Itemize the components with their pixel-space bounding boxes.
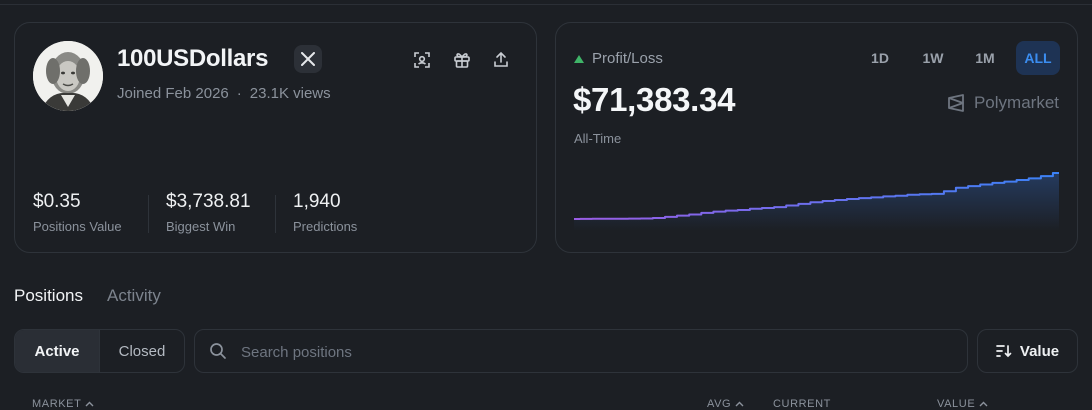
column-value-header[interactable]: VALUE (937, 398, 988, 410)
chevron-up-icon (979, 401, 988, 407)
stat-biggest-win: $3,738.81 Biggest Win (166, 191, 251, 234)
username: 100USDollars (117, 45, 268, 73)
pnl-label: Profit/Loss (592, 50, 663, 67)
stat-value: $0.35 (33, 191, 122, 213)
column-market-header[interactable]: MARKET (32, 398, 94, 410)
stat-positions-value: $0.35 Positions Value (33, 191, 122, 234)
column-label: MARKET (32, 398, 81, 410)
polymarket-logo-icon (946, 93, 966, 113)
pnl-card: Profit/Loss $71,383.34 All-Time 1D 1W 1M… (555, 22, 1078, 253)
chevron-up-icon (735, 401, 744, 407)
sort-icon (996, 344, 1012, 358)
profile-meta: Joined Feb 2026 · 23.1K views (117, 85, 331, 102)
sort-label: Value (1020, 343, 1059, 360)
joined-date: Joined Feb 2026 (117, 85, 229, 102)
avatar[interactable] (33, 41, 103, 111)
range-1m[interactable]: 1M (967, 41, 1003, 75)
stat-predictions: 1,940 Predictions (293, 191, 357, 234)
stat-divider (275, 195, 276, 233)
stat-label: Predictions (293, 219, 357, 234)
meta-separator: · (237, 85, 242, 102)
column-label: CURRENT (773, 398, 831, 410)
filter-active-button[interactable]: Active (15, 330, 99, 372)
top-divider (0, 0, 1092, 5)
stat-label: Biggest Win (166, 219, 251, 234)
stat-divider (148, 195, 149, 233)
scan-icon[interactable] (411, 49, 433, 71)
column-current-header[interactable]: CURRENT (773, 398, 831, 410)
pnl-chart (573, 165, 1060, 231)
range-1d[interactable]: 1D (862, 41, 898, 75)
status-filter: Active Closed (14, 329, 185, 373)
x-logo-icon[interactable] (294, 45, 322, 73)
tab-positions[interactable]: Positions (14, 286, 83, 306)
tab-activity[interactable]: Activity (107, 286, 161, 306)
share-icon[interactable] (490, 49, 512, 71)
column-avg-header[interactable]: AVG (707, 398, 744, 410)
brand-name: Polymarket (974, 93, 1059, 113)
sort-value-button[interactable]: Value (977, 329, 1078, 373)
pnl-value: $71,383.34 (573, 81, 735, 119)
search-box (194, 329, 968, 373)
pnl-header: Profit/Loss (574, 50, 663, 67)
profile-card: 100USDollars Joined Feb 2026 · 23.1K views… (14, 22, 537, 253)
view-count: 23.1K views (250, 85, 331, 102)
search-input[interactable] (239, 340, 943, 364)
column-label: AVG (707, 398, 731, 410)
gift-icon[interactable] (451, 49, 473, 71)
stat-value: 1,940 (293, 191, 357, 213)
column-label: VALUE (937, 398, 975, 410)
stat-label: Positions Value (33, 219, 122, 234)
range-1w[interactable]: 1W (913, 41, 953, 75)
stat-value: $3,738.81 (166, 191, 251, 213)
trend-up-icon (574, 55, 584, 63)
filter-closed-button[interactable]: Closed (99, 330, 184, 372)
range-all[interactable]: ALL (1016, 41, 1060, 75)
chevron-up-icon (85, 401, 94, 407)
search-icon (209, 342, 227, 360)
pnl-period-label: All-Time (574, 131, 621, 146)
polymarket-brand: Polymarket (946, 93, 1059, 113)
